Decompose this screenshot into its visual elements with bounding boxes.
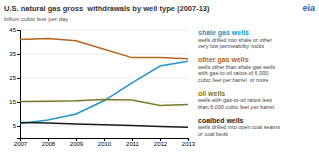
tick: 2013 [182, 138, 196, 147]
tick: 2009 [70, 138, 84, 147]
tick-label: 2007 [14, 141, 28, 147]
tick-label: 2010 [98, 141, 112, 147]
legend-entry: coalbed wells [198, 117, 244, 124]
tick: 25 [9, 75, 20, 81]
tick: 2011 [126, 138, 140, 147]
legend-description: wells drilled into shale or other [197, 37, 272, 43]
annotation: eia [302, 3, 316, 13]
legend-entry: oil wells [198, 90, 225, 97]
legend-description: than 6,000 cubic feet per barrel [198, 104, 274, 110]
tick: 35 [9, 51, 20, 57]
legend-description: wells other than shale gas wells [197, 64, 276, 70]
legend-description: wells drilled into open coal seams [197, 124, 280, 130]
tick: 2008 [42, 138, 56, 147]
axis-line [17, 31, 21, 139]
tick-label: 2011 [126, 141, 140, 147]
tick-label: 15 [9, 99, 16, 105]
tick-label: 2009 [70, 141, 84, 147]
tick: 2012 [154, 138, 168, 147]
line [20, 61, 188, 123]
tick-mark [17, 54, 20, 55]
tick-label: 2013 [182, 141, 196, 147]
legend-description: wells with gas-to-oil ratios less [197, 97, 272, 103]
line [20, 38, 188, 58]
tick-mark [17, 30, 20, 31]
tick-mark [17, 126, 20, 127]
tick: 2007 [14, 138, 28, 147]
chart: 2007 2008 2009 2010 2011 2012 2013 5 15 25 35 45 U.S… [0, 0, 319, 158]
y-axis: 5 15 25 35 45 [9, 27, 20, 138]
tick-label: 2008 [42, 141, 56, 147]
grid-line [20, 30, 188, 31]
legend-description: or coal beds [198, 131, 228, 137]
legend-description: with gas-to-oil ratios of 6,000 [197, 70, 268, 76]
legend-description: cubic feet per barrel or more [198, 77, 269, 83]
title: U.S. natural gas gross withdrawals by we… [4, 4, 210, 13]
tick-label: 2012 [154, 141, 168, 147]
tick: 45 [9, 27, 20, 33]
tick-mark [17, 102, 20, 103]
grid-line [20, 54, 188, 55]
legend-description: very low permeability rocks [198, 43, 264, 49]
tick: 5 [13, 123, 20, 129]
tick-mark [17, 78, 20, 79]
line [20, 100, 188, 106]
tick-label: 35 [9, 51, 16, 57]
tick: 2010 [98, 138, 112, 147]
x-axis: 2007 2008 2009 2010 2011 2012 2013 [14, 138, 196, 147]
subtitle: billion cubic feet per day [4, 16, 68, 22]
legend: shale gas wellswells drilled into shale … [197, 29, 280, 137]
tick-label: 45 [9, 27, 16, 33]
grid-line [20, 78, 188, 79]
tick: 15 [9, 99, 20, 105]
line [20, 122, 188, 127]
plot-lines [20, 38, 188, 127]
tick-label: 25 [9, 75, 16, 81]
grid [20, 30, 188, 126]
tick-label: 5 [13, 123, 17, 129]
